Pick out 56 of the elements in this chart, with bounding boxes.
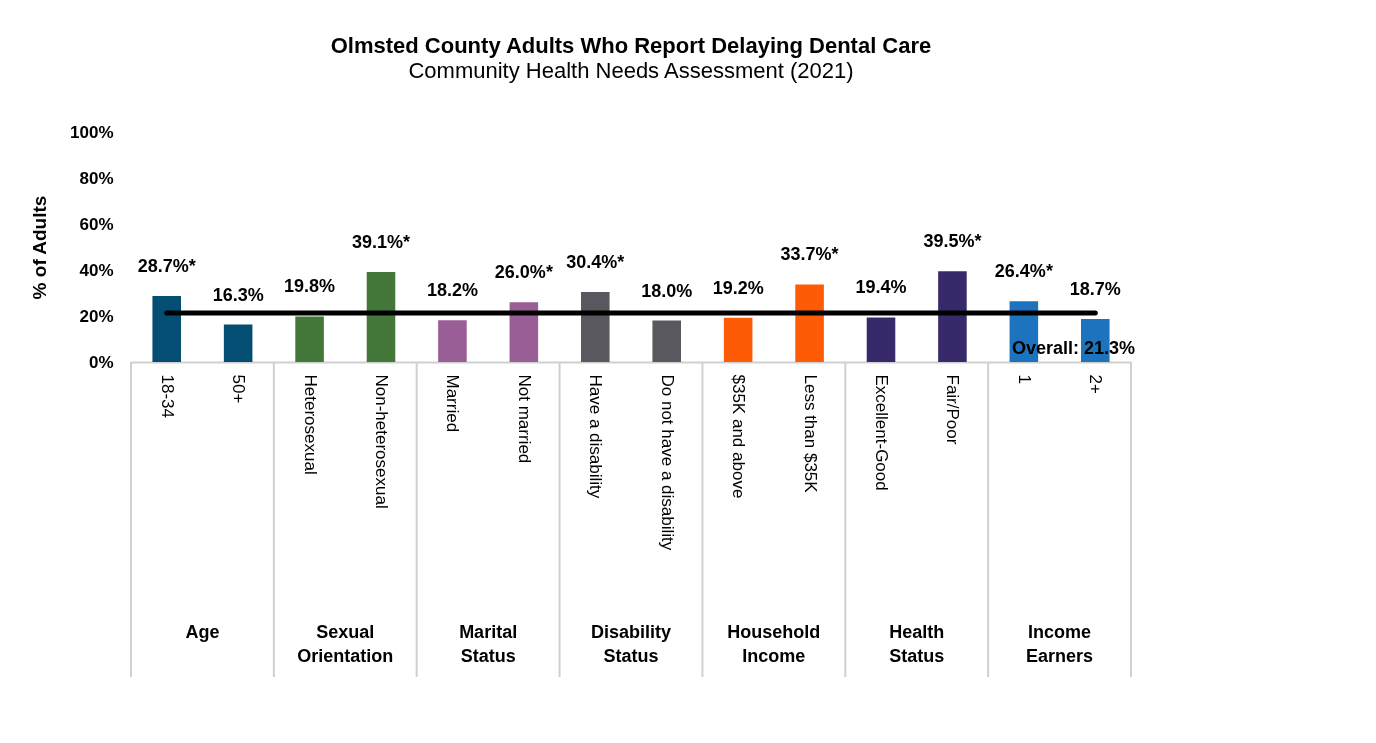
data-label: 18.0% <box>641 280 693 301</box>
bar <box>509 302 539 362</box>
data-label: 18.7% <box>1069 278 1121 299</box>
x-tick-label: 1 <box>1014 374 1034 384</box>
x-tick-label: Do not have a disability <box>657 374 677 551</box>
bar <box>723 317 753 362</box>
data-label: 19.2% <box>712 277 764 298</box>
y-axis-title: % of Adults <box>29 195 51 300</box>
y-tick-label: 60% <box>79 214 114 234</box>
bar <box>652 320 681 362</box>
data-label: 19.4% <box>855 277 907 298</box>
bar <box>866 317 896 362</box>
text: Health Status <box>889 622 945 666</box>
y-tick-label: 100% <box>70 122 114 142</box>
y-tick-label: 40% <box>79 260 114 280</box>
text: Income Earners <box>1026 622 1094 666</box>
text: Sexual Orientation <box>297 622 394 666</box>
data-label: 28.7%* <box>137 255 196 276</box>
text: Age <box>185 622 220 642</box>
bar <box>223 324 253 362</box>
y-tick-label: 20% <box>79 306 114 326</box>
bar <box>152 295 181 362</box>
x-tick-label: Non-heterosexual <box>372 374 391 509</box>
bar <box>795 284 824 362</box>
bar <box>938 271 967 362</box>
data-label: 39.1%* <box>351 232 411 253</box>
x-tick-label: Excellent-Good <box>872 374 891 491</box>
text: Household Income <box>727 622 821 666</box>
data-label: 30.4%* <box>566 252 625 273</box>
chart-title: Olmsted County Adults Who Report Delaying Dental Care <box>330 33 932 58</box>
data-label: 26.4%* <box>994 261 1053 282</box>
chart-subtitle: Community Health Needs Assessment (2021) <box>408 58 854 83</box>
x-tick-label: 50+ <box>229 374 249 404</box>
bar <box>438 320 467 362</box>
data-label: 39.5%* <box>923 231 982 252</box>
x-tick-label: Have a disability <box>586 374 606 499</box>
x-tick-label: Fair/Poor <box>943 374 963 445</box>
data-label: 19.8% <box>284 276 336 297</box>
bar <box>581 292 610 362</box>
x-tick-label: Less than $35K <box>800 374 820 494</box>
x-tick-label: $35K and above <box>729 374 749 499</box>
text: Marital Status <box>459 622 518 666</box>
data-label: 16.3% <box>212 284 264 305</box>
x-tick-label: Heterosexual <box>300 374 320 475</box>
x-tick-label: Not married <box>514 374 534 464</box>
data-label: 26.0%* <box>494 262 553 283</box>
y-tick-label: 80% <box>79 168 114 188</box>
x-tick-label: Married <box>443 374 463 433</box>
data-label: 33.7%* <box>780 244 839 265</box>
x-tick-label: 18-34 <box>157 374 177 418</box>
data-label: 18.2% <box>426 280 478 301</box>
text: Disability Status <box>590 622 672 666</box>
x-tick-label: 2+ <box>1086 374 1106 394</box>
bar <box>366 272 396 362</box>
y-tick-label: 0% <box>88 352 114 372</box>
bar <box>295 316 324 362</box>
